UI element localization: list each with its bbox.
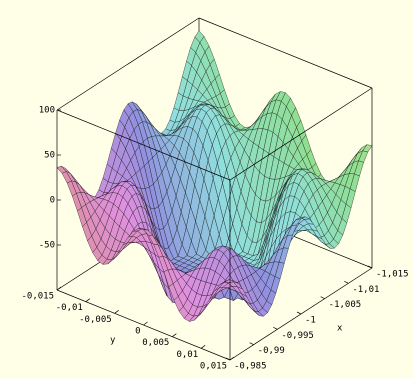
box-front: -50050100-0,015-0,01-0,00500,0050,010,01…: [21, 17, 409, 372]
y-tick: [56, 286, 62, 291]
surface-cell: [224, 279, 235, 283]
y-tick-label: 0,01: [176, 350, 198, 360]
x-tick: [249, 342, 254, 345]
y-tick: [114, 310, 119, 314]
box-edge: [56, 109, 231, 181]
surface: [56, 30, 373, 322]
x-tick: [225, 357, 231, 361]
y-tick-label: 0: [135, 327, 140, 337]
x-tick: [344, 281, 349, 284]
y-tick-label: -0,01: [56, 303, 83, 313]
x-tick: [296, 311, 302, 315]
x-tick: [273, 327, 278, 330]
x-axis-label: x: [337, 324, 343, 334]
x-tick: [367, 265, 373, 269]
y-tick-label: -0,015: [21, 292, 54, 302]
y-tick-label: -0,005: [79, 315, 112, 325]
y-tick: [143, 321, 148, 326]
x-tick-label: -1: [305, 316, 316, 326]
x-tick-label: -1,015: [376, 270, 409, 280]
y-tick: [172, 333, 177, 337]
y-tick: [200, 345, 206, 349]
y-tick-label: 0,005: [142, 338, 169, 348]
box-edge: [56, 17, 200, 111]
y-tick: [85, 298, 91, 302]
y-tick: [229, 356, 235, 361]
y-tick-label: 0,015: [200, 362, 227, 372]
box-edge: [229, 87, 373, 181]
x-tick-label: -1,005: [329, 300, 362, 310]
z-tick-label: 0: [50, 196, 55, 206]
z-tick-label: 100: [39, 106, 55, 116]
z-tick-label: 50: [44, 151, 55, 161]
x-tick-label: -0,995: [281, 331, 314, 341]
x-tick: [320, 296, 325, 299]
box-edge: [198, 17, 373, 89]
y-axis-label: y: [110, 336, 116, 346]
z-tick-label: -50: [39, 241, 55, 251]
x-tick-label: -0,99: [258, 346, 285, 356]
x-tick-label: -1,01: [352, 285, 379, 295]
x-tick-label: -0,985: [234, 362, 267, 372]
